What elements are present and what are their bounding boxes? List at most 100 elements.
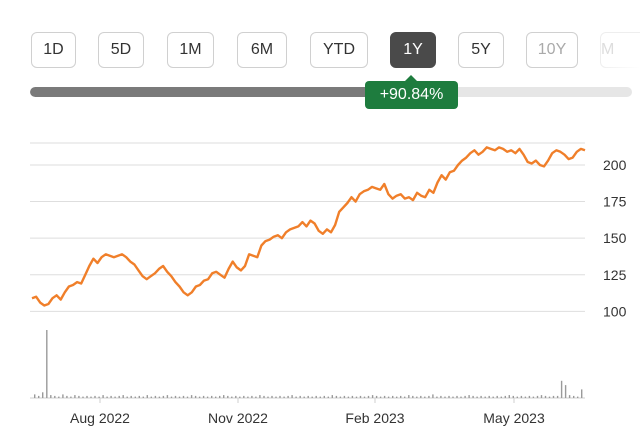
volume-bar xyxy=(383,395,386,398)
volume-bar xyxy=(110,395,112,398)
volume-bar xyxy=(512,395,514,398)
volume-bar xyxy=(54,395,56,398)
volume-bar xyxy=(359,395,362,398)
volume-bar xyxy=(452,396,454,398)
y-tick-label: 150 xyxy=(603,230,627,246)
volume-bar xyxy=(231,396,233,398)
volume-bar xyxy=(351,395,354,398)
volume-bar xyxy=(432,394,434,398)
volume-bar xyxy=(58,396,60,398)
volume-bar xyxy=(544,395,547,398)
volume-bar xyxy=(560,380,563,398)
volume-bar xyxy=(299,395,301,398)
range-button-1d[interactable]: 1D xyxy=(31,32,76,68)
volume-bar xyxy=(412,395,414,398)
volume-bar xyxy=(500,396,502,398)
volume-bar xyxy=(552,395,555,398)
volume-bar xyxy=(303,396,305,398)
range-button-1m[interactable]: 1M xyxy=(167,32,214,68)
volume-bar xyxy=(142,396,144,398)
volume-bar xyxy=(259,395,261,398)
volume-bar xyxy=(424,396,426,398)
volume-bar xyxy=(516,396,518,398)
volume-bar xyxy=(150,396,152,398)
volume-bar xyxy=(126,396,128,398)
volume-bar xyxy=(190,395,193,398)
volume-bar xyxy=(186,396,189,398)
volume-bar xyxy=(86,395,88,398)
volume-bar xyxy=(38,395,40,398)
volume-bar xyxy=(548,396,551,398)
volume-bar xyxy=(528,395,531,398)
scroll-fade xyxy=(600,60,640,106)
volume-bar xyxy=(532,396,535,398)
volume-bar xyxy=(174,395,177,398)
volume-bar xyxy=(347,396,350,398)
x-tick-label: May 2023 xyxy=(483,410,545,426)
volume-bar xyxy=(215,396,217,398)
volume-bar xyxy=(62,394,64,398)
volume-bar xyxy=(355,396,358,398)
y-tick-label: 200 xyxy=(603,157,627,173)
volume-bar xyxy=(371,395,374,398)
volume-bar xyxy=(339,396,342,398)
volume-bar xyxy=(74,395,76,398)
volume-bar xyxy=(206,396,209,398)
volume-bar xyxy=(367,395,370,398)
volume-bar xyxy=(255,396,257,398)
volume-bar xyxy=(42,392,44,398)
range-button-1y[interactable]: 1Y xyxy=(390,32,436,68)
volume-bar xyxy=(436,396,438,398)
performance-track xyxy=(30,87,632,97)
volume-bar xyxy=(307,395,309,398)
volume-bar xyxy=(488,395,490,398)
volume-bar xyxy=(138,395,140,398)
volume-bar xyxy=(227,395,229,398)
volume-bar xyxy=(90,396,92,398)
volume-bar xyxy=(392,395,394,398)
volume-bar xyxy=(202,395,205,398)
range-button-5d[interactable]: 5D xyxy=(98,32,144,68)
volume-bar xyxy=(178,396,181,398)
volume-bar xyxy=(134,396,136,398)
volume-bar xyxy=(420,395,422,398)
volume-bar xyxy=(577,396,579,398)
volume-bar xyxy=(295,396,297,398)
volume-bar xyxy=(331,395,333,398)
volume-bar xyxy=(271,395,273,398)
volume-bar xyxy=(182,395,185,398)
volume-bar xyxy=(130,395,132,398)
y-tick-label: 175 xyxy=(603,194,627,210)
volume-bar xyxy=(375,395,378,398)
volume-bar xyxy=(235,395,237,398)
volume-bar xyxy=(484,396,486,398)
volume-bar xyxy=(158,396,161,398)
volume-bar xyxy=(78,395,80,398)
volume-bar xyxy=(146,395,148,398)
volume-bar xyxy=(311,396,313,398)
volume-bar xyxy=(428,395,430,398)
range-button-5y[interactable]: 5Y xyxy=(458,32,504,68)
volume-bar xyxy=(98,396,100,398)
volume-bar xyxy=(70,396,72,398)
volume-bar xyxy=(444,396,446,398)
volume-bar xyxy=(379,396,382,398)
x-tick-label: Feb 2023 xyxy=(345,410,404,426)
volume-bar xyxy=(460,396,462,398)
volume-bar xyxy=(540,395,543,398)
volume-bar xyxy=(568,395,571,398)
volume-bar xyxy=(194,395,197,398)
range-button-ytd[interactable]: YTD xyxy=(310,32,368,68)
volume-bar xyxy=(50,395,52,398)
volume-bar xyxy=(396,396,398,398)
volume-bar xyxy=(243,395,245,398)
range-button-6m[interactable]: 6M xyxy=(237,32,287,68)
volume-bar xyxy=(536,395,539,398)
range-button-10y[interactable]: 10Y xyxy=(526,32,578,68)
volume-bar xyxy=(122,395,124,398)
performance-progress-fill xyxy=(30,87,392,97)
x-tick-label: Nov 2022 xyxy=(208,410,268,426)
y-tick-label: 125 xyxy=(603,267,627,283)
volume-bar xyxy=(283,396,285,398)
